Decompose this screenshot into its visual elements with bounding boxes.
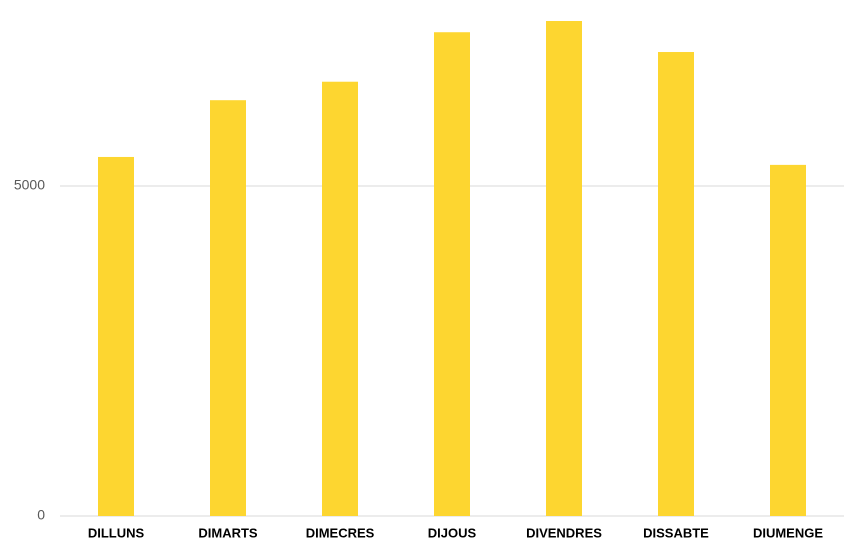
x-tick-label: DIUMENGE	[753, 525, 823, 540]
x-tick-label: DIVENDRES	[526, 525, 602, 540]
bar	[434, 32, 470, 516]
y-tick-label: 0	[37, 507, 45, 523]
y-tick-label: 5000	[14, 177, 45, 193]
bar	[98, 156, 134, 516]
x-tick-label: DISSABTE	[643, 525, 709, 540]
x-tick-label: DILLUNS	[88, 525, 145, 540]
bar	[546, 21, 582, 516]
x-tick-label: DIMARTS	[198, 525, 258, 540]
x-tick-label: DIMECRES	[306, 525, 375, 540]
bar	[210, 100, 246, 516]
bar	[658, 52, 694, 517]
bar	[770, 164, 806, 516]
bar	[322, 81, 358, 516]
x-tick-label: DIJOUS	[428, 525, 477, 540]
